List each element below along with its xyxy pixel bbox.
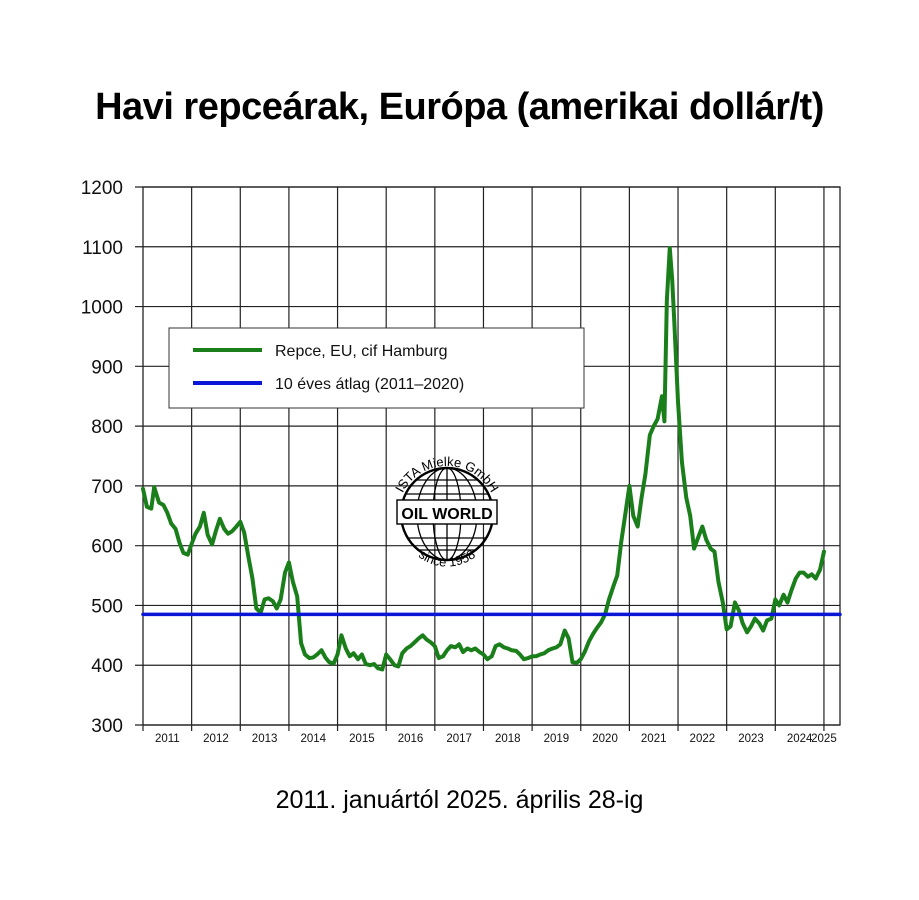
x-axis-ticks: 2011 2012 2013 2014 2015 2016 2017 2018 2019 2020… <box>155 733 837 745</box>
plot-frame <box>142 186 841 726</box>
oil-world-logo: OIL WORLD ISTA Mielke GmbH since 1958 <box>392 454 502 570</box>
y-tick-label: 400 <box>91 656 123 677</box>
y-tick-label: 300 <box>91 716 123 737</box>
series-line-repce <box>141 245 826 672</box>
logo-center-text: OIL WORLD <box>401 506 492 523</box>
y-tick-label: 500 <box>91 596 123 617</box>
grid <box>135 186 841 731</box>
x-tick-label: 2018 <box>495 733 521 745</box>
y-axis-ticks: 300 400 500 600 700 800 900 1000 1100 1200 <box>81 178 123 737</box>
series <box>141 245 842 672</box>
legend-label-average: 10 éves átlag (2011–2020) <box>275 376 464 393</box>
x-tick-label: 2024 <box>787 733 813 745</box>
x-tick-label: 2011 <box>155 733 180 745</box>
x-tick-label: 2021 <box>641 733 667 745</box>
x-tick-label: 2019 <box>544 733 570 745</box>
x-tick-label: 2016 <box>398 733 424 745</box>
x-tick-label: 2023 <box>738 733 764 745</box>
legend-label-main: Repce, EU, cif Hamburg <box>275 343 448 360</box>
x-tick-label: 2017 <box>446 733 472 745</box>
y-tick-label: 1200 <box>81 178 123 199</box>
x-tick-label: 2013 <box>252 733 278 745</box>
x-tick-label: 2014 <box>300 733 326 745</box>
y-tick-label: 1000 <box>81 298 123 319</box>
chart-title: Havi repceárak, Európa (amerikai dollár/… <box>95 86 824 128</box>
y-tick-label: 700 <box>91 477 123 498</box>
x-tick-label: 2022 <box>690 733 716 745</box>
x-tick-label: 2015 <box>349 733 375 745</box>
y-tick-label: 900 <box>91 357 123 378</box>
y-tick-label: 800 <box>91 417 123 438</box>
y-tick-label: 1100 <box>82 238 123 259</box>
legend-box <box>168 327 585 409</box>
chart-subtitle: 2011. januártól 2025. április 28-ig <box>275 786 644 814</box>
legend: Repce, EU, cif Hamburg 10 éves átlag (20… <box>168 327 585 409</box>
x-tick-label: 2020 <box>592 733 618 745</box>
y-tick-label: 600 <box>91 537 123 558</box>
x-tick-label: 2025 <box>811 733 837 745</box>
x-tick-label: 2012 <box>203 733 229 745</box>
logo-bottom-text: since 1958 <box>416 546 478 569</box>
